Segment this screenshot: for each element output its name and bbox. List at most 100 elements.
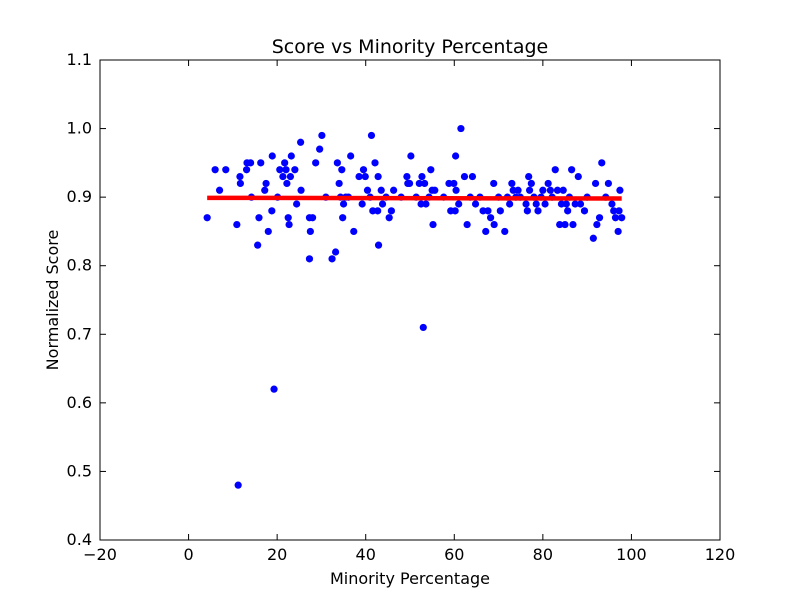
data-point <box>514 186 522 194</box>
chart-title: Score vs Minority Percentage <box>272 36 548 58</box>
data-point <box>460 172 469 181</box>
data-point <box>564 207 572 215</box>
x-tick-label: 120 <box>705 545 736 564</box>
data-point <box>385 214 393 222</box>
data-point <box>371 159 379 167</box>
data-point <box>522 200 530 208</box>
data-point <box>332 248 340 256</box>
data-point <box>616 186 624 194</box>
data-point <box>268 207 276 215</box>
data-point <box>490 220 498 229</box>
data-point <box>257 159 265 167</box>
data-point <box>455 200 463 208</box>
y-tick-label: 0.9 <box>67 187 92 206</box>
data-point <box>525 186 534 194</box>
data-point <box>608 200 616 208</box>
data-point <box>544 179 552 188</box>
data-point <box>452 186 460 194</box>
data-point <box>598 159 606 167</box>
y-axis-label: Normalized Score <box>43 230 62 371</box>
data-point <box>338 166 346 174</box>
data-point <box>286 172 295 181</box>
data-point <box>339 214 347 222</box>
data-point <box>463 220 471 229</box>
data-point <box>361 172 369 181</box>
data-point <box>593 220 601 229</box>
data-point <box>450 179 458 188</box>
x-tick-label: 100 <box>616 545 647 564</box>
data-point <box>378 200 387 208</box>
data-point <box>490 179 498 188</box>
data-point <box>283 179 291 188</box>
data-point <box>276 166 284 174</box>
data-point <box>293 200 301 208</box>
data-point <box>421 179 429 188</box>
data-point <box>390 186 398 194</box>
data-point <box>297 138 305 146</box>
y-tick-label: 0.4 <box>67 530 92 549</box>
data-point <box>281 159 289 167</box>
data-point <box>559 186 567 194</box>
data-point <box>506 200 514 208</box>
data-point <box>306 227 314 236</box>
data-point <box>233 220 241 229</box>
data-point <box>222 166 230 174</box>
data-point <box>591 179 600 188</box>
data-point <box>482 227 490 236</box>
data-point <box>254 241 262 249</box>
data-point <box>534 207 542 215</box>
data-point <box>284 214 292 222</box>
data-point <box>308 214 317 222</box>
data-point <box>234 481 242 489</box>
data-point <box>405 179 414 188</box>
data-point <box>374 172 382 181</box>
data-point <box>580 207 589 215</box>
data-point <box>312 159 320 167</box>
data-point <box>614 227 622 236</box>
x-axis-label: Minority Percentage <box>330 569 490 588</box>
data-point <box>403 172 411 181</box>
data-point <box>350 227 358 236</box>
data-point <box>374 241 383 249</box>
data-point <box>561 220 569 229</box>
data-point <box>316 145 324 153</box>
data-point <box>363 186 372 194</box>
data-point <box>501 227 509 236</box>
data-point <box>523 207 531 215</box>
data-point <box>262 179 270 188</box>
data-point <box>429 220 437 229</box>
data-point <box>568 166 576 174</box>
data-point <box>377 186 385 194</box>
data-point <box>611 214 620 222</box>
data-point <box>333 159 341 167</box>
data-point <box>246 159 255 167</box>
data-point <box>261 186 269 194</box>
data-point <box>610 207 618 215</box>
data-point <box>452 152 460 160</box>
x-tick-label: 20 <box>267 545 287 564</box>
data-point <box>527 179 535 188</box>
data-point <box>562 200 570 208</box>
data-point <box>374 207 382 215</box>
data-point <box>285 220 293 229</box>
x-tick-label: 80 <box>533 545 553 564</box>
data-point <box>508 179 516 188</box>
data-point <box>418 172 426 181</box>
data-point <box>282 166 290 174</box>
data-point <box>571 200 579 208</box>
axis-ticks: −20 0 20 40 60 80 100 120 0.4 0.5 0.6 0.7 0.8 0.9 1.0 1… <box>67 50 736 564</box>
data-point <box>576 200 585 208</box>
data-point <box>419 323 427 332</box>
data-points <box>203 124 626 489</box>
data-point <box>318 131 326 140</box>
data-point <box>484 207 492 215</box>
data-point <box>255 214 263 222</box>
data-point <box>427 166 435 174</box>
data-point <box>215 186 224 194</box>
data-point <box>387 207 395 215</box>
data-point <box>595 214 604 222</box>
y-tick-label: 0.5 <box>67 461 92 480</box>
x-tick-label: 60 <box>444 545 464 564</box>
data-point <box>618 214 626 222</box>
